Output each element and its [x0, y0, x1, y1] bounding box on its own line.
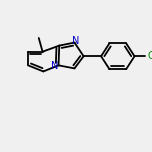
Text: N: N — [72, 36, 79, 46]
Text: Cl: Cl — [147, 51, 152, 61]
Text: N: N — [51, 61, 58, 71]
